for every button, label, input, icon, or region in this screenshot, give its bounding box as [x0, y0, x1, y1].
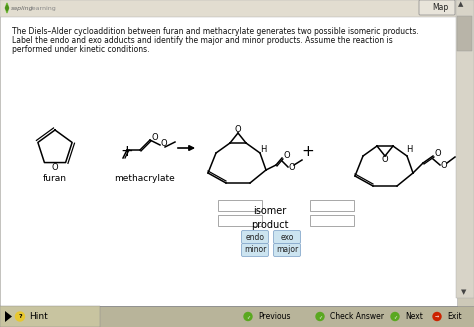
Bar [218, 215, 262, 226]
Text: ▲: ▲ [458, 1, 464, 7]
Text: learning: learning [30, 6, 56, 11]
Text: ?: ? [18, 314, 22, 319]
Bar [0, 306, 474, 327]
Bar [0, 0, 457, 17]
Text: +: + [301, 144, 314, 159]
Text: O: O [382, 156, 388, 164]
Bar [310, 215, 354, 226]
Bar [310, 200, 354, 211]
Text: minor: minor [244, 246, 266, 254]
Text: ✓: ✓ [246, 314, 250, 319]
Text: O: O [52, 163, 58, 172]
FancyBboxPatch shape [273, 231, 301, 244]
FancyBboxPatch shape [241, 244, 268, 256]
Text: ✓: ✓ [318, 314, 322, 319]
Text: exo: exo [280, 232, 294, 242]
Polygon shape [6, 5, 9, 11]
Bar [218, 200, 262, 211]
Text: Next: Next [405, 312, 423, 321]
Text: Exit: Exit [447, 312, 462, 321]
Polygon shape [5, 311, 12, 322]
Text: ✓: ✓ [393, 314, 397, 319]
Text: major: major [276, 246, 298, 254]
Text: H: H [260, 145, 266, 153]
FancyBboxPatch shape [241, 231, 268, 244]
Text: O: O [235, 125, 241, 133]
Text: The Diels–Alder cycloaddition between furan and methacrylate generates two possi: The Diels–Alder cycloaddition between fu… [12, 27, 419, 36]
Polygon shape [6, 3, 9, 13]
Text: O: O [284, 150, 291, 160]
Text: Label the endo and exo adducts and identify the major and minor products. Assume: Label the endo and exo adducts and ident… [12, 36, 393, 45]
Text: methacrylate: methacrylate [115, 174, 175, 183]
Circle shape [244, 313, 252, 320]
Text: isomer: isomer [254, 206, 287, 216]
Text: O: O [441, 161, 447, 169]
Circle shape [433, 313, 441, 320]
Text: performed under kinetic conditions.: performed under kinetic conditions. [12, 45, 149, 54]
Bar [0, 306, 100, 327]
Text: Check Answer: Check Answer [330, 312, 384, 321]
Bar [456, 0, 474, 298]
Text: endo: endo [246, 232, 264, 242]
FancyBboxPatch shape [419, 0, 455, 15]
Text: furan: furan [43, 174, 67, 183]
Text: ▼: ▼ [461, 289, 467, 295]
Circle shape [316, 313, 324, 320]
Text: O: O [435, 148, 442, 158]
FancyBboxPatch shape [457, 16, 472, 51]
Text: →: → [435, 314, 439, 319]
Text: O: O [152, 132, 159, 142]
Text: Map: Map [432, 4, 448, 12]
Text: +: + [120, 144, 133, 159]
Text: O: O [289, 163, 296, 171]
Circle shape [391, 313, 399, 320]
Circle shape [16, 312, 25, 321]
Text: sapling: sapling [11, 6, 34, 11]
Text: H: H [406, 146, 412, 154]
FancyBboxPatch shape [273, 244, 301, 256]
Text: Hint: Hint [29, 312, 48, 321]
Text: O: O [161, 140, 168, 148]
Text: product: product [251, 220, 289, 231]
Text: Previous: Previous [258, 312, 291, 321]
